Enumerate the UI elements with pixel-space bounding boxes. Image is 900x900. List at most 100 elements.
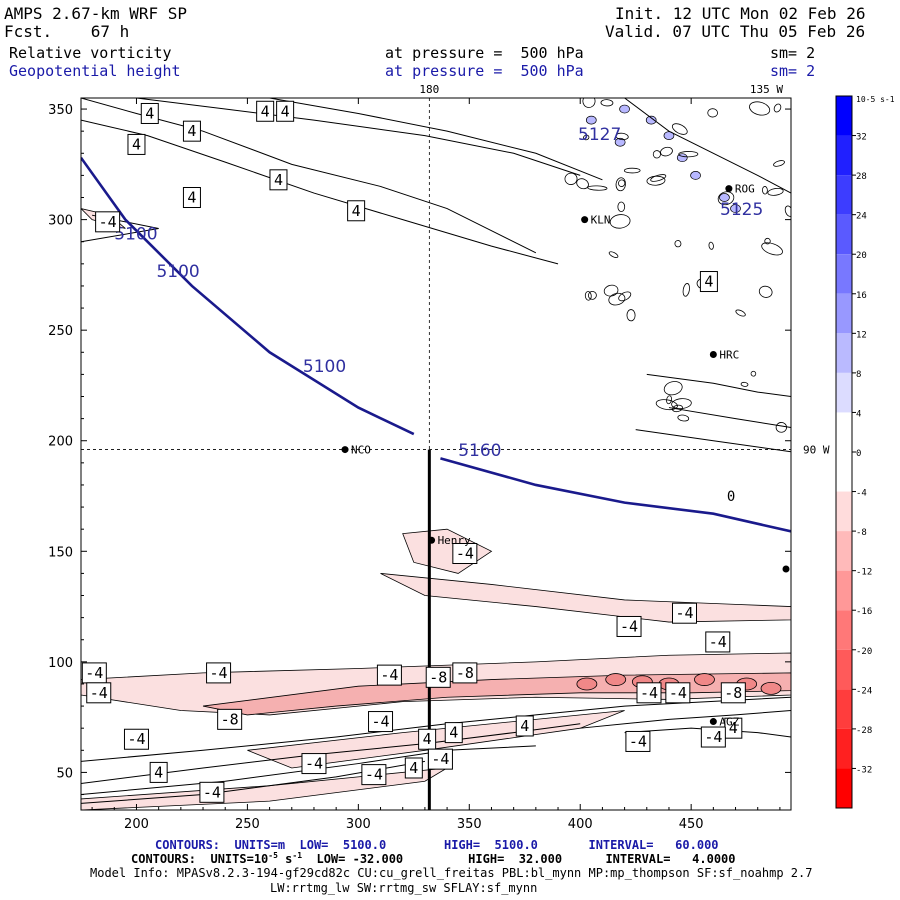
vort-label-box xyxy=(182,120,201,142)
vort-label: -4 xyxy=(431,750,449,768)
pos-vort-contour xyxy=(136,98,581,176)
vort-label-box xyxy=(127,133,146,155)
vort-contour-eddy xyxy=(677,414,690,422)
vort-contour-eddy xyxy=(717,191,735,206)
vort-label-box xyxy=(404,757,423,779)
y-tick-label: 50 xyxy=(56,766,73,781)
field1-level: at pressure = 500 hPa xyxy=(385,44,584,62)
pos-vort-cell xyxy=(585,115,597,125)
colorbar-label: -20 xyxy=(856,647,872,657)
pos-vort-cell xyxy=(730,204,741,213)
vort-label: -4 xyxy=(372,713,390,731)
vort-label: -4 xyxy=(640,684,658,702)
colorbar-swatch xyxy=(836,531,852,571)
field1-smoothing: sm= 2 xyxy=(770,44,816,62)
vort-label-box xyxy=(705,631,731,653)
vort-label: -8 xyxy=(429,668,447,686)
vort-label: -4 xyxy=(127,730,145,748)
vort-contour-eddy xyxy=(761,242,783,256)
vort-contour-eddy xyxy=(775,422,787,433)
vort-contour-eddy xyxy=(617,201,626,213)
colorbar-label: 4 xyxy=(856,409,861,419)
vort-label: 4 xyxy=(449,724,458,742)
colorbar-label: -4 xyxy=(856,489,867,499)
vort-contour-eddy xyxy=(583,134,590,141)
vort-contour-eddy xyxy=(735,309,746,317)
vort-contour-eddy xyxy=(608,251,619,258)
vort-label: 4 xyxy=(281,102,290,120)
colorbar-label: 24 xyxy=(856,212,867,222)
vort-label-box xyxy=(361,764,387,786)
x-tick-label: 200 xyxy=(124,817,149,832)
y-tick-label: 200 xyxy=(48,435,73,450)
vort-label: -4 xyxy=(305,755,323,773)
height-label: 5100 xyxy=(156,262,199,282)
vort-label-box xyxy=(665,682,691,704)
vort-label-box xyxy=(276,100,295,122)
vort-label: -8 xyxy=(724,684,742,702)
colorbar-label: -12 xyxy=(856,568,872,578)
model-title: AMPS 2.67-km WRF SP xyxy=(4,4,188,23)
vort-contour xyxy=(624,98,791,194)
vort-contour-eddy xyxy=(618,179,626,187)
vort-contour-eddy xyxy=(682,283,690,297)
vort-label-box xyxy=(452,662,478,684)
colorbar-swatch xyxy=(836,254,852,294)
lon-label-135w: 135 W xyxy=(750,83,783,96)
vort-contour xyxy=(635,429,791,453)
vort-label: -4 xyxy=(365,766,383,784)
vort-contour-eddy xyxy=(708,241,714,250)
colorbar-label: -28 xyxy=(856,726,872,736)
vort-contour-eddy xyxy=(749,101,771,116)
vort-label: 0 xyxy=(727,489,735,505)
vorticity-contour-info: CONTOURS: UNITS=10-5 s-1 LOW= -32.000 HI… xyxy=(131,851,736,866)
pos-vort-cell xyxy=(719,193,730,202)
vort-label: 4 xyxy=(261,102,270,120)
lon-label-180: 180 xyxy=(419,83,439,96)
vort-contour-eddy xyxy=(608,292,626,306)
vort-contour-eddy xyxy=(663,381,683,396)
y-tick-label: 300 xyxy=(48,214,73,229)
vort-label-box xyxy=(700,726,726,748)
vort-contour-eddy xyxy=(784,205,791,217)
y-tick-label: 150 xyxy=(48,545,73,560)
colorbar-label: 0 xyxy=(856,449,861,459)
vort-label-box xyxy=(444,722,463,744)
x-tick-label: 300 xyxy=(346,817,371,832)
vort-label-box xyxy=(616,615,642,637)
vort-label: -4 xyxy=(99,213,117,231)
station-marker xyxy=(428,536,436,544)
y-tick-label: 350 xyxy=(48,103,73,118)
station-label: HRC xyxy=(719,348,739,361)
vort-label: -8 xyxy=(456,664,474,682)
vort-contour-eddy xyxy=(740,381,749,387)
vort-label-box xyxy=(427,748,453,770)
vort-label: 4 xyxy=(520,717,529,735)
station-label: AGZ xyxy=(719,716,739,729)
vort-label-box xyxy=(123,728,149,750)
vort-label: -4 xyxy=(203,783,221,801)
vort-label-box xyxy=(182,187,201,209)
vort-label-box xyxy=(347,200,366,222)
colorbar-label: -24 xyxy=(856,686,872,696)
colorbar-label: 28 xyxy=(856,172,867,182)
vort-contour-eddy xyxy=(666,395,672,405)
vort-label: -8 xyxy=(221,710,239,728)
vort-contour-eddy xyxy=(587,291,597,300)
y-tick-label: 100 xyxy=(48,656,73,671)
neg-vort-cell xyxy=(576,677,598,691)
vort-label-box xyxy=(376,664,402,686)
colorbar-swatch xyxy=(836,333,852,373)
colorbar-label: 20 xyxy=(856,251,867,261)
colorbar-swatch xyxy=(836,372,852,413)
vort-contour-eddy xyxy=(615,177,626,192)
station-marker xyxy=(581,216,589,224)
vort-label: 4 xyxy=(132,135,141,153)
colorbar-units: 10-5 s-1 xyxy=(856,95,895,104)
vort-contour-eddy xyxy=(584,291,592,301)
vort-label: -4 xyxy=(675,604,693,622)
x-tick-label: 250 xyxy=(235,817,260,832)
height-label: 5127 xyxy=(578,125,621,145)
colorbar-swatch xyxy=(836,96,852,136)
vort-contour-eddy xyxy=(707,108,718,118)
